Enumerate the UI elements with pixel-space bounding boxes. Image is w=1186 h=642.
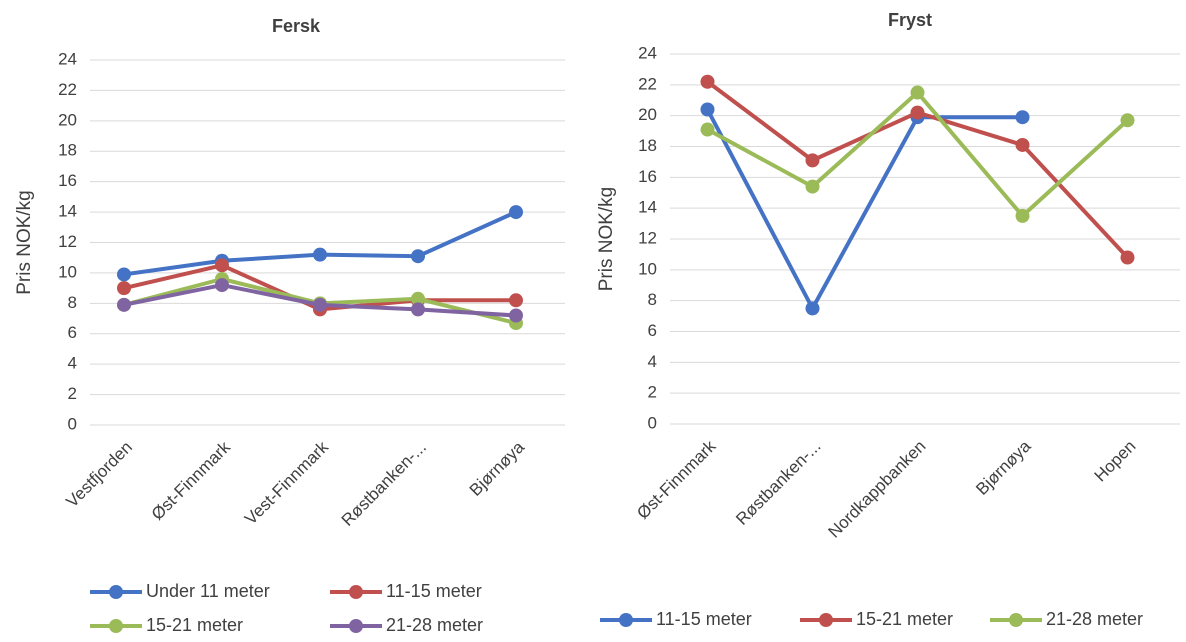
legend-marker — [349, 585, 363, 599]
y-tick-label: 14 — [638, 198, 657, 217]
y-tick-label: 0 — [648, 413, 657, 432]
legend-marker — [819, 613, 833, 627]
data-point — [215, 258, 229, 273]
data-point — [117, 281, 131, 296]
y-tick-label: 24 — [58, 49, 77, 68]
x-tick-label: Bjørnøya — [466, 437, 529, 500]
legend-marker — [1009, 613, 1023, 627]
data-point — [910, 105, 925, 120]
y-tick-label: 10 — [638, 259, 657, 278]
y-tick-label: 4 — [68, 354, 77, 373]
data-point — [215, 278, 229, 293]
y-tick-label: 18 — [58, 141, 77, 160]
y-axis-title: Pris NOK/kg — [596, 187, 617, 292]
data-point — [1015, 110, 1030, 125]
legend-label: 15-21 meter — [146, 615, 243, 635]
y-tick-label: 2 — [68, 384, 77, 403]
y-tick-label: 8 — [648, 290, 657, 309]
y-tick-label: 4 — [648, 352, 657, 371]
chart-title: Fersk — [272, 16, 321, 36]
data-point — [509, 308, 523, 323]
series-line — [123, 210, 517, 277]
y-tick-label: 16 — [638, 167, 657, 186]
legend-label: 21-28 meter — [386, 615, 483, 635]
x-tick-label: Vestfjorden — [62, 438, 136, 512]
legend-marker — [109, 619, 123, 633]
y-tick-label: 20 — [638, 105, 657, 124]
legend-label: 11-15 meter — [386, 581, 482, 601]
y-tick-label: 22 — [638, 74, 657, 93]
legend-label: 11-15 meter — [656, 609, 752, 629]
y-tick-label: 16 — [58, 171, 77, 190]
data-point — [1015, 208, 1030, 223]
data-point — [313, 247, 327, 262]
x-tick-label: Øst-Finnmark — [633, 436, 720, 523]
y-tick-label: 18 — [638, 136, 657, 155]
data-point — [1120, 250, 1135, 265]
y-tick-label: 8 — [68, 293, 77, 312]
y-tick-label: 20 — [58, 110, 77, 129]
y-tick-label: 12 — [58, 232, 77, 251]
x-tick-label: Nordkappbanken — [825, 437, 930, 542]
data-point — [411, 302, 425, 317]
y-tick-label: 14 — [58, 202, 77, 221]
y-tick-label: 0 — [68, 414, 77, 433]
data-point — [805, 153, 820, 168]
x-tick-label: Røstbanken-... — [338, 438, 430, 530]
legend-marker — [109, 585, 123, 599]
legend-label: Under 11 meter — [146, 581, 270, 601]
y-tick-label: 22 — [58, 80, 77, 99]
data-point — [1120, 113, 1135, 128]
y-tick-label: 24 — [638, 43, 657, 62]
y-tick-label: 6 — [648, 321, 657, 340]
y-tick-label: 2 — [648, 383, 657, 402]
chart-title: Fryst — [888, 10, 932, 30]
x-tick-label: Hopen — [1091, 437, 1140, 486]
y-tick-label: 10 — [58, 262, 77, 281]
x-tick-label: Røstbanken-... — [732, 437, 824, 529]
data-point — [700, 102, 715, 117]
data-point — [509, 293, 523, 308]
y-tick-label: 6 — [68, 323, 77, 342]
data-point — [805, 301, 820, 316]
data-point — [411, 291, 425, 306]
y-tick-label: 12 — [638, 228, 657, 247]
data-point — [910, 85, 925, 100]
data-point — [805, 179, 820, 194]
data-point — [411, 249, 425, 264]
series-line — [705, 108, 1023, 311]
y-axis-title: Pris NOK/kg — [14, 190, 35, 295]
data-point — [509, 205, 523, 220]
data-point — [700, 74, 715, 89]
data-point — [117, 297, 131, 312]
x-tick-label: Bjørnøya — [972, 436, 1035, 499]
data-point — [313, 297, 327, 312]
legend-label: 21-28 meter — [1046, 609, 1143, 629]
x-tick-label: Vest-Finnmark — [241, 437, 332, 528]
data-point — [700, 122, 715, 137]
data-point — [117, 267, 131, 282]
legend-marker — [619, 613, 633, 627]
x-tick-label: Øst-Finnmark — [148, 437, 235, 524]
legend-label: 15-21 meter — [856, 609, 953, 629]
legend-marker — [349, 619, 363, 633]
data-point — [1015, 137, 1030, 152]
